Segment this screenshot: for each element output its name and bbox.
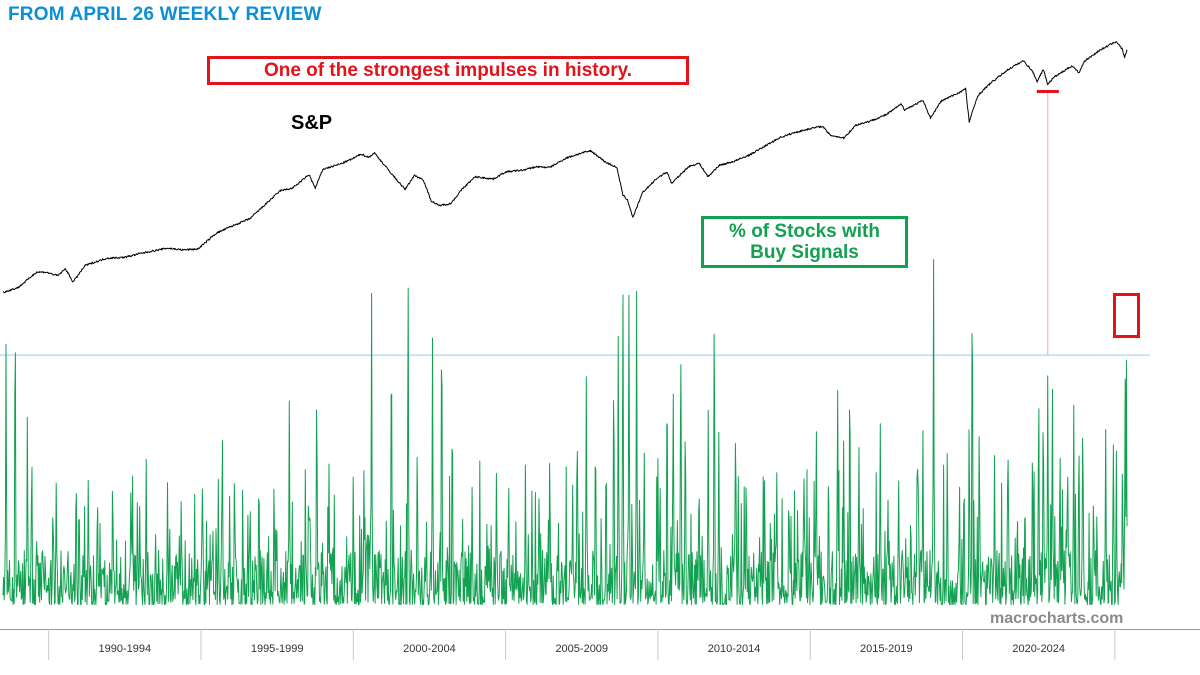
x-tick-label: 1990-1994 bbox=[99, 643, 152, 655]
indicator-label-line1: % of Stocks with bbox=[729, 221, 880, 242]
x-tick-label: 1995-1999 bbox=[251, 643, 304, 655]
indicator-callout: % of Stocks with Buy Signals bbox=[701, 216, 908, 268]
indicator-series-line bbox=[2, 259, 1128, 606]
headline-text: One of the strongest impulses in history… bbox=[263, 59, 633, 81]
watermark: macrocharts.com bbox=[988, 610, 1126, 628]
sp-series-label: S&P bbox=[291, 112, 333, 134]
x-tick-label: 2010-2014 bbox=[708, 643, 761, 655]
sp-series-line bbox=[2, 41, 1128, 294]
x-tick-label: 2005-2009 bbox=[555, 643, 608, 655]
indicator-label-line2: Buy Signals bbox=[750, 242, 859, 263]
x-tick-label: 2000-2004 bbox=[403, 643, 456, 655]
page-title: FROM APRIL 26 WEEKLY REVIEW bbox=[8, 4, 322, 25]
headline-callout: One of the strongest impulses in history… bbox=[207, 56, 689, 85]
x-tick-label: 2020-2024 bbox=[1012, 643, 1065, 655]
x-tick-label: 2015-2019 bbox=[860, 643, 913, 655]
latest-reading-highlight bbox=[1113, 293, 1140, 338]
